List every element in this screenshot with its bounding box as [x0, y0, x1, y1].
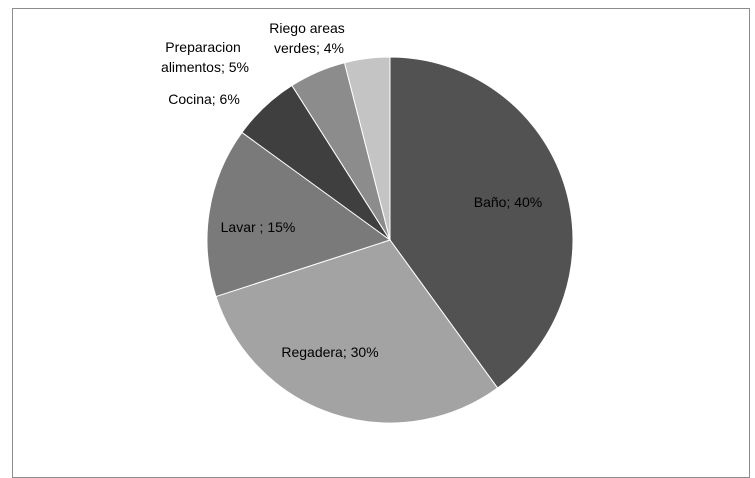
label-lavar: Lavar ; 15%	[221, 219, 296, 235]
pie-slice-regadera	[215, 239, 499, 424]
label-regadera: Regadera; 30%	[281, 344, 378, 360]
pie-slice-riego-areas-verdes	[343, 56, 391, 241]
label-bano: Baño; 40%	[474, 194, 543, 210]
label-preparacion-alimentos: Preparacion alimentos; 5%	[161, 39, 249, 75]
label-riego-areas-verdes: Riego areas verdes; 4%	[269, 20, 348, 56]
pie-slice-lavar	[206, 131, 392, 298]
label-cocina: Cocina; 6%	[168, 91, 240, 107]
pie-slice-bano	[389, 56, 574, 389]
pie-chart: Baño; 40% Regadera; 30% Lavar ; 15% Coci…	[161, 20, 574, 424]
